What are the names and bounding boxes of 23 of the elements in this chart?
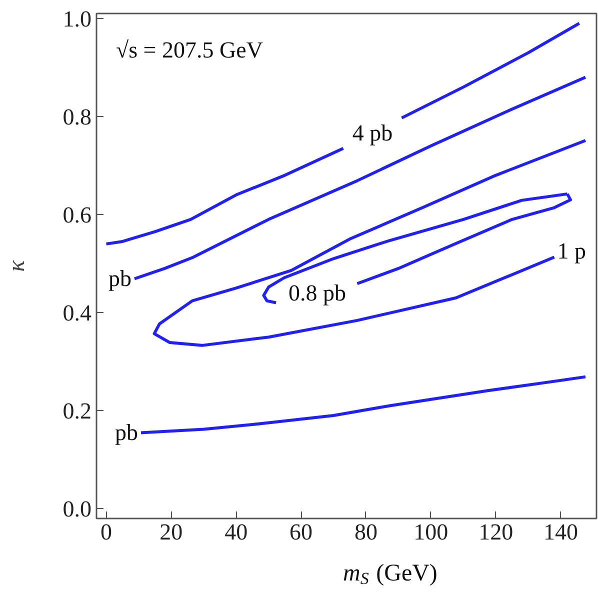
series-label: 0.8 pb bbox=[288, 280, 346, 306]
x-tick-label: 80 bbox=[354, 520, 378, 544]
x-tick-label: 40 bbox=[224, 520, 248, 544]
line-series bbox=[132, 76, 587, 280]
y-tick-label: 0.0 bbox=[62, 496, 92, 522]
y-tick-label: 0.6 bbox=[62, 202, 92, 228]
x-tick-label: 100 bbox=[414, 520, 448, 544]
annotation: √s = 207.5 GeV bbox=[116, 38, 264, 63]
series-label: 1 p bbox=[557, 238, 586, 264]
series-label: 4 pb bbox=[352, 120, 393, 146]
line-series bbox=[139, 375, 587, 434]
x-tick-label: 60 bbox=[290, 520, 313, 544]
x-tick-label: 120 bbox=[478, 520, 514, 544]
x-tick-label: 0 bbox=[100, 520, 112, 544]
y-axis-title: κ bbox=[4, 260, 30, 272]
y-tick-label: 0.4 bbox=[62, 300, 92, 326]
y-tick-label: 1.0 bbox=[62, 6, 92, 32]
x-tick-label: 20 bbox=[160, 520, 183, 544]
series-label: pb bbox=[108, 266, 132, 292]
x-tick-label: 140 bbox=[544, 520, 578, 544]
series-label: pb bbox=[114, 420, 138, 446]
y-tick-label: 0.2 bbox=[62, 398, 92, 424]
y-tick-label: 0.8 bbox=[62, 104, 92, 130]
